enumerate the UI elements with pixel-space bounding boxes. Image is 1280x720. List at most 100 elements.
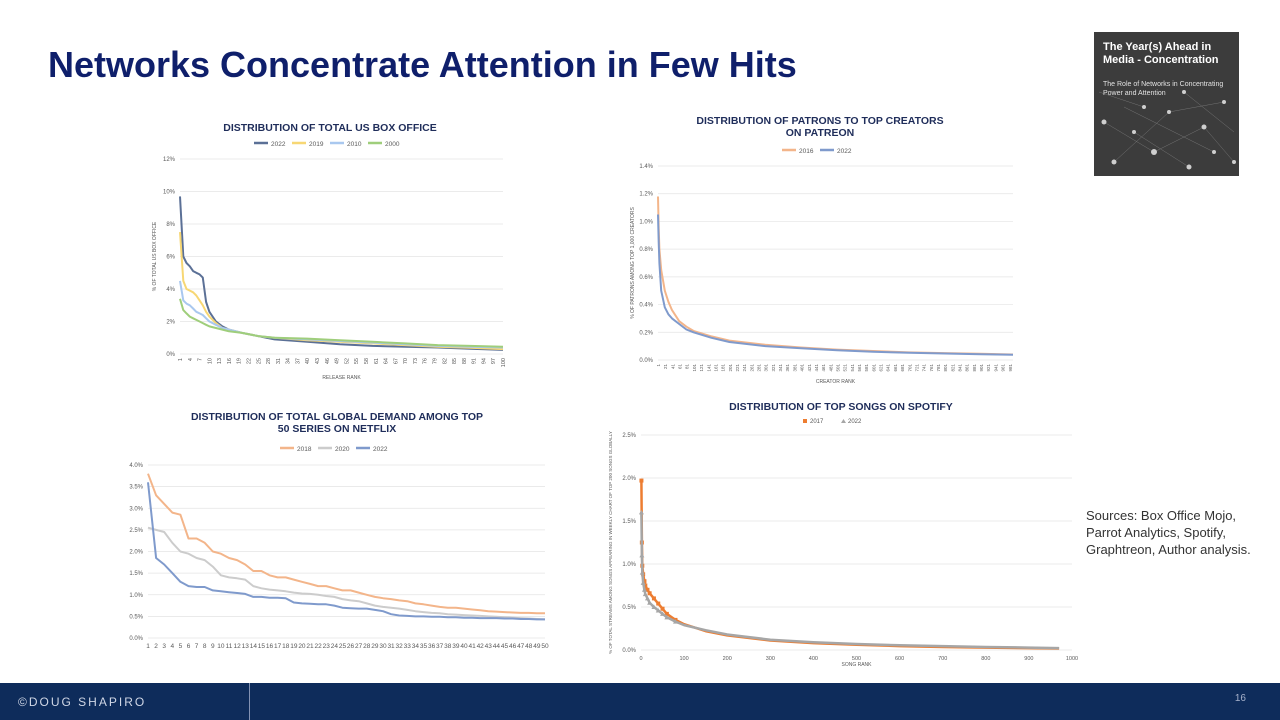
y-tick-label: 2.5% (622, 433, 636, 439)
data-point-2022 (647, 600, 653, 605)
x-tick-label: 22 (315, 643, 323, 650)
footer-divider (249, 683, 250, 720)
y-tick-label: 3.5% (129, 485, 143, 491)
x-tick-label: 39 (452, 643, 460, 650)
x-tick-label: 38 (444, 643, 452, 650)
x-tick-label: 381 (792, 364, 797, 372)
x-tick-label: 221 (735, 364, 740, 372)
x-tick-label: 82 (442, 358, 448, 364)
x-tick-label: 341 (778, 364, 783, 372)
x-tick-label: 581 (864, 364, 869, 372)
series-line-2022 (657, 214, 1014, 356)
x-tick-label: 32 (396, 643, 404, 650)
chart-netflix-demand: DISTRIBUTION OF TOTAL GLOBAL DEMAND AMON… (129, 411, 549, 650)
y-tick-label: 0.0% (622, 648, 636, 654)
y-tick-label: 0.0% (639, 358, 653, 364)
x-tick-label: 40 (305, 358, 311, 364)
x-tick-label: 70 (403, 358, 409, 364)
x-tick-label: 7 (195, 643, 199, 650)
series-line-2020 (147, 526, 546, 621)
x-tick-label: 1000 (1066, 656, 1078, 662)
x-tick-label: 45 (501, 643, 509, 650)
data-point-2017 (639, 478, 644, 483)
y-tick-label: 1.0% (639, 219, 653, 225)
x-tick-label: 10 (207, 358, 213, 364)
x-tick-label: 16 (227, 358, 233, 364)
x-tick-label: 200 (723, 656, 732, 662)
x-tick-label: 17 (274, 643, 282, 650)
x-axis-title: SONG RANK (841, 662, 872, 668)
cover-subtitle: The Role of Networks in Concentrating Po… (1103, 81, 1224, 97)
chart-title: DISTRIBUTION OF PATRONS TO TOP CREATORS (696, 115, 943, 127)
x-tick-label: 49 (335, 358, 341, 364)
x-tick-label: 8 (203, 643, 207, 650)
x-tick-label: 300 (766, 656, 775, 662)
legend-label: 2022 (848, 419, 862, 425)
legend-label: 2018 (297, 446, 312, 453)
chart-title: ON PATREON (786, 127, 854, 139)
y-tick-label: 0.0% (129, 636, 143, 642)
x-tick-label: 10 (217, 643, 225, 650)
x-tick-label: 34 (412, 643, 420, 650)
x-tick-label: 11 (226, 643, 233, 650)
data-point-2022 (638, 509, 644, 515)
x-tick-label: 181 (721, 364, 726, 372)
legend-label: 2020 (335, 446, 350, 453)
data-point-2017 (660, 606, 665, 611)
x-tick-label: 14 (250, 643, 258, 650)
x-tick-label: 64 (384, 358, 390, 364)
data-point-2022 (639, 570, 645, 575)
data-point-2022 (641, 587, 647, 592)
legend-label: 2000 (385, 141, 400, 148)
x-tick-label: 3 (162, 643, 166, 650)
x-tick-label: 661 (893, 364, 898, 372)
y-tick-label: 12% (163, 157, 176, 163)
data-point-2022 (672, 619, 678, 624)
footer-bar: ©DOUG SHAPIRO 16 (0, 683, 1280, 720)
x-tick-label: 13 (242, 643, 250, 650)
x-tick-label: 461 (821, 364, 826, 372)
x-tick-label: 16 (266, 643, 274, 650)
legend-swatch (803, 419, 807, 423)
x-tick-label: 500 (852, 656, 861, 662)
x-tick-label: 13 (217, 358, 223, 364)
chart-title: DISTRIBUTION OF TOTAL GLOBAL DEMAND AMON… (191, 411, 483, 423)
y-axis-title: % OF TOTAL STREAMS AMONG SONGS APPEARING… (608, 431, 613, 654)
x-axis-title: CREATOR RANK (816, 379, 856, 385)
x-tick-label: 61 (374, 358, 380, 364)
data-point-2022 (642, 591, 648, 597)
series-line-2010 (179, 280, 504, 349)
x-tick-label: 21 (663, 364, 668, 370)
report-cover-thumbnail[interactable]: The Year(s) Ahead in Media - Concentrati… (1094, 32, 1239, 176)
y-tick-label: 0.8% (639, 247, 653, 253)
x-tick-label: 741 (922, 364, 927, 372)
x-tick-label: 20 (298, 643, 306, 650)
x-tick-label: 97 (491, 358, 497, 364)
data-point-2017 (651, 596, 656, 601)
data-point-2022 (640, 580, 646, 585)
y-tick-label: 3.0% (129, 506, 143, 512)
sources-note: Sources: Box Office Mojo, Parrot Analyti… (1086, 508, 1251, 557)
x-tick-label: 981 (1008, 364, 1013, 372)
x-tick-label: 37 (436, 643, 444, 650)
legend-label: 2022 (837, 148, 852, 155)
series-line-2022 (179, 196, 504, 351)
series-line-2000 (179, 298, 504, 348)
y-tick-label: 0.2% (639, 330, 653, 336)
x-tick-label: 201 (728, 364, 733, 372)
x-tick-label: 55 (354, 358, 360, 364)
data-point-2017 (656, 601, 661, 606)
x-tick-label: 49 (533, 643, 541, 650)
x-tick-label: 7 (198, 358, 204, 361)
x-tick-label: 621 (879, 364, 884, 372)
x-tick-label: 47 (517, 643, 525, 650)
chart-patreon-creators: DISTRIBUTION OF PATRONS TO TOP CREATORSO… (630, 115, 1014, 385)
data-point-2017 (645, 587, 650, 592)
page-number: 16 (1234, 693, 1246, 704)
x-tick-label: 401 (800, 364, 805, 372)
x-tick-label: 15 (258, 643, 266, 650)
series-line-2022 (640, 512, 1060, 650)
x-tick-label: 141 (706, 364, 711, 372)
y-tick-label: 1.5% (129, 571, 143, 577)
legend-label: 2010 (347, 141, 362, 148)
